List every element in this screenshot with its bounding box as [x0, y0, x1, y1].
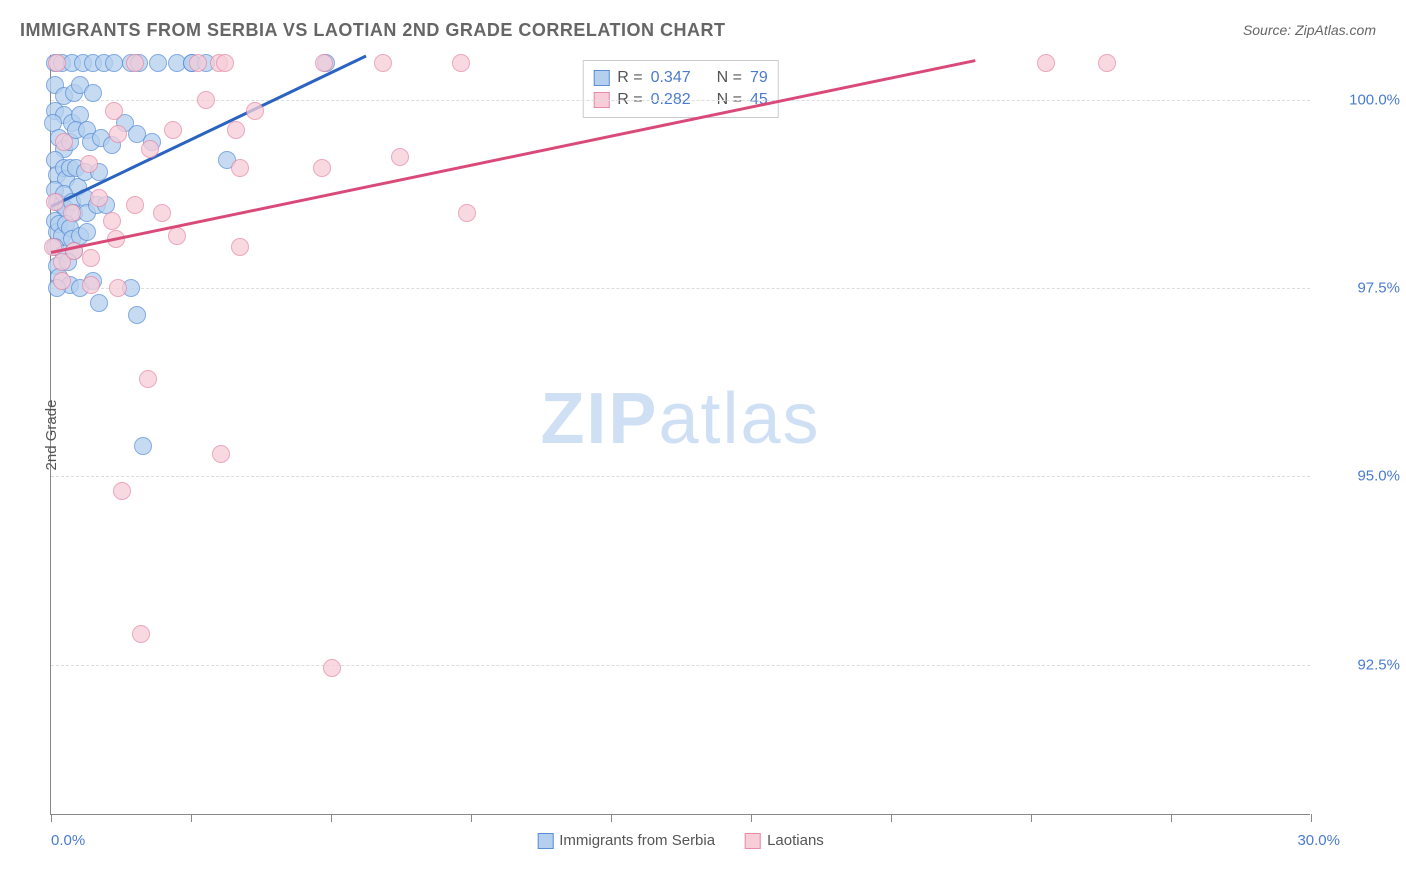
stats-r-value: 0.347: [651, 69, 691, 87]
stats-box: R =0.347N =79R =0.282N =45: [582, 60, 779, 118]
scatter-point: [216, 54, 234, 72]
scatter-point: [80, 155, 98, 173]
y-tick-label: 100.0%: [1320, 92, 1400, 109]
stats-n-value: 79: [750, 69, 768, 87]
scatter-point: [227, 121, 245, 139]
y-tick-label: 95.0%: [1320, 468, 1400, 485]
scatter-point: [105, 102, 123, 120]
scatter-point: [134, 437, 152, 455]
y-tick-label: 92.5%: [1320, 656, 1400, 673]
scatter-point: [55, 133, 73, 151]
plot-area: 2nd Grade ZIPatlas R =0.347N =79R =0.282…: [50, 55, 1310, 815]
scatter-point: [168, 227, 186, 245]
scatter-point: [315, 54, 333, 72]
chart-title: IMMIGRANTS FROM SERBIA VS LAOTIAN 2ND GR…: [20, 20, 726, 41]
watermark-zip: ZIP: [540, 379, 658, 459]
scatter-point: [126, 54, 144, 72]
x-tick: [471, 814, 472, 822]
scatter-point: [458, 204, 476, 222]
scatter-point: [82, 276, 100, 294]
scatter-point: [84, 84, 102, 102]
scatter-point: [82, 249, 100, 267]
scatter-point: [46, 193, 64, 211]
scatter-point: [113, 482, 131, 500]
legend-swatch: [593, 70, 609, 86]
scatter-point: [1037, 54, 1055, 72]
scatter-point: [103, 212, 121, 230]
scatter-point: [90, 189, 108, 207]
gridline: [51, 476, 1310, 477]
trend-line: [51, 59, 975, 253]
x-tick: [611, 814, 612, 822]
scatter-point: [105, 54, 123, 72]
scatter-point: [48, 54, 66, 72]
y-axis-title: 2nd Grade: [43, 399, 60, 470]
scatter-point: [128, 306, 146, 324]
legend: Immigrants from Serbia Laotians: [537, 832, 824, 849]
scatter-point: [231, 159, 249, 177]
scatter-point: [323, 659, 341, 677]
x-tick: [891, 814, 892, 822]
scatter-point: [109, 125, 127, 143]
legend-item: Laotians: [745, 832, 824, 849]
scatter-point: [452, 54, 470, 72]
source-label: Source: ZipAtlas.com: [1243, 22, 1376, 38]
gridline: [51, 665, 1310, 666]
scatter-point: [212, 445, 230, 463]
scatter-point: [109, 279, 127, 297]
legend-item: Immigrants from Serbia: [537, 832, 715, 849]
stats-r-label: R =: [617, 69, 642, 87]
legend-swatch: [537, 833, 553, 849]
stats-row: R = 0.347 N = 79: [593, 67, 768, 89]
scatter-point: [1098, 54, 1116, 72]
scatter-point: [313, 159, 331, 177]
watermark: ZIPatlas: [540, 378, 820, 460]
x-tick: [1311, 814, 1312, 822]
legend-swatch: [745, 833, 761, 849]
x-tick: [191, 814, 192, 822]
x-axis-min-label: 0.0%: [51, 832, 85, 849]
scatter-point: [90, 294, 108, 312]
y-tick-label: 97.5%: [1320, 280, 1400, 297]
scatter-point: [149, 54, 167, 72]
scatter-point: [164, 121, 182, 139]
scatter-point: [153, 204, 171, 222]
x-tick: [51, 814, 52, 822]
scatter-point: [189, 54, 207, 72]
scatter-point: [231, 238, 249, 256]
scatter-point: [126, 196, 144, 214]
scatter-point: [141, 140, 159, 158]
x-tick: [1171, 814, 1172, 822]
gridline: [51, 288, 1310, 289]
scatter-point: [391, 148, 409, 166]
scatter-point: [197, 91, 215, 109]
x-tick: [331, 814, 332, 822]
x-tick: [1031, 814, 1032, 822]
legend-label: Laotians: [767, 832, 824, 849]
scatter-point: [132, 625, 150, 643]
x-axis-max-label: 30.0%: [1297, 832, 1340, 849]
scatter-point: [246, 102, 264, 120]
scatter-point: [53, 272, 71, 290]
scatter-point: [374, 54, 392, 72]
stats-n-label: N =: [717, 69, 742, 87]
scatter-point: [139, 370, 157, 388]
legend-label: Immigrants from Serbia: [559, 832, 715, 849]
scatter-point: [63, 204, 81, 222]
scatter-point: [78, 223, 96, 241]
watermark-atlas: atlas: [658, 379, 820, 459]
x-tick: [751, 814, 752, 822]
gridline: [51, 100, 1310, 101]
